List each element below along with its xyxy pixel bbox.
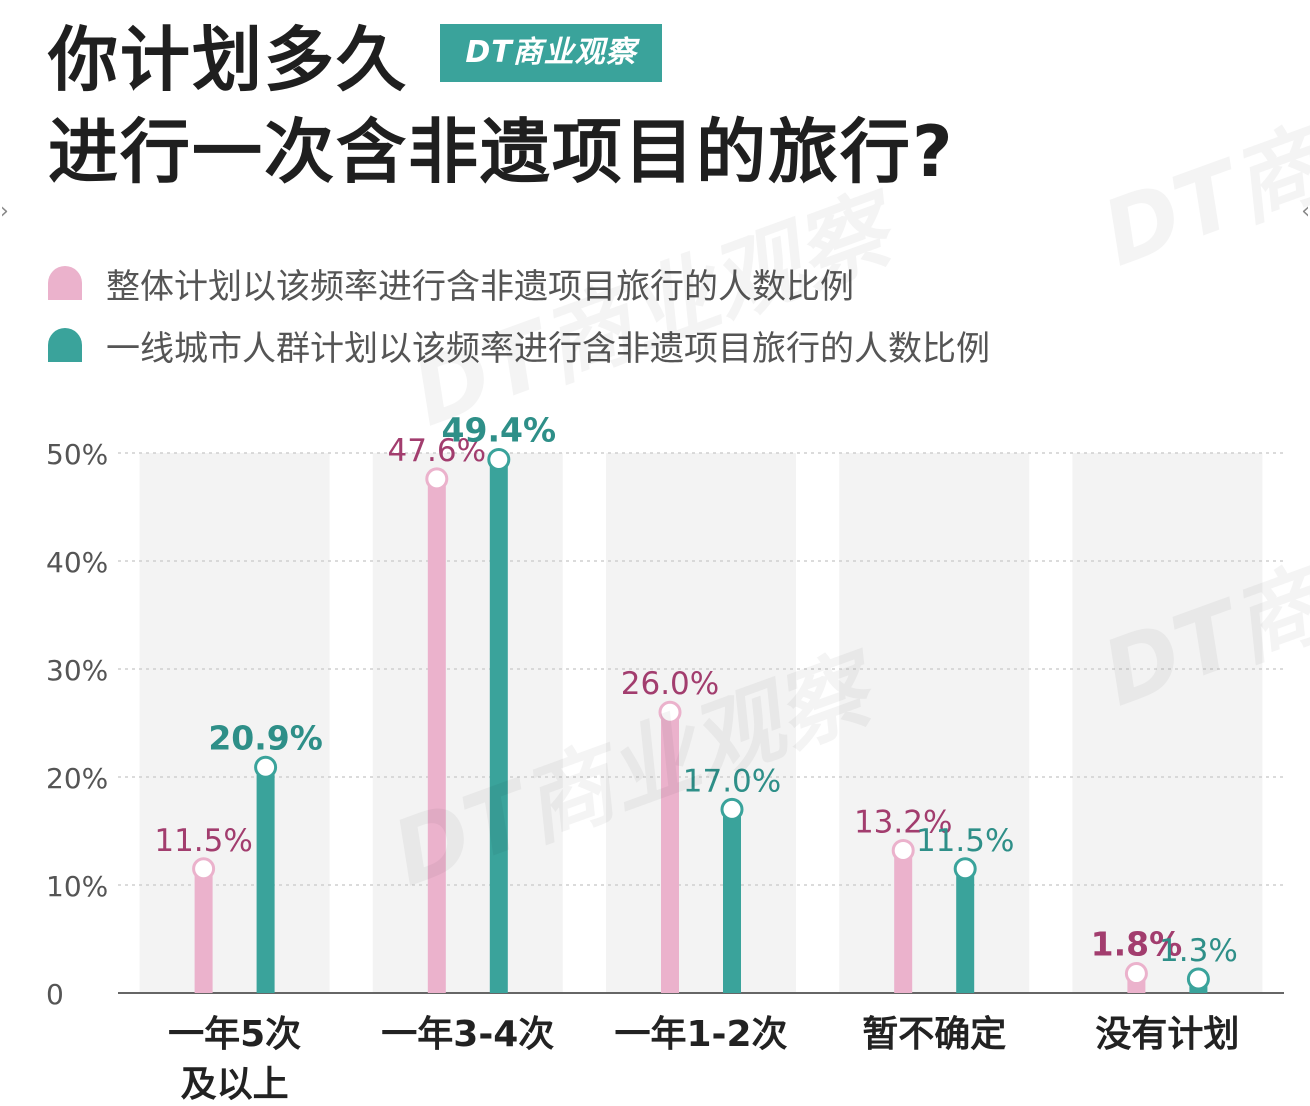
bar-marker: [953, 857, 977, 881]
data-label: 20.9%: [208, 718, 323, 757]
category-band: [372, 453, 563, 993]
data-label: 1.3%: [1159, 933, 1238, 969]
bar: [194, 868, 213, 993]
category-band: [139, 453, 330, 993]
bar: [723, 809, 741, 993]
bar-marker: [1124, 962, 1148, 986]
category-band: [839, 453, 1030, 993]
bar-marker: [1186, 967, 1210, 991]
chart-legend: 整体计划以该频率进行含非遗项目旅行的人数比例 一线城市人群计划以该频率进行含非遗…: [48, 252, 990, 376]
x-category-label: 没有计划: [1095, 1014, 1239, 1055]
title-line-2: 进行一次含非遗项目的旅行?: [48, 111, 955, 193]
data-label: 13.2%: [854, 804, 952, 840]
bar: [956, 868, 975, 993]
x-category-label: 一年3-4次: [381, 1014, 554, 1055]
data-label: 17.0%: [683, 763, 781, 799]
y-tick-label: 50%: [46, 438, 108, 471]
legend-label-overall: 整体计划以该频率进行含非遗项目旅行的人数比例: [106, 266, 854, 307]
y-tick-label: 20%: [46, 762, 108, 795]
chart-title: 你计划多久 进行一次含非遗项目的旅行?: [48, 14, 955, 198]
y-tick-label: 0: [46, 978, 64, 1011]
brand-logo: DT商业观察: [440, 24, 662, 82]
bar: [427, 478, 446, 993]
bar-marker: [254, 755, 278, 779]
data-label: 1.8%: [1091, 925, 1183, 964]
y-tick-label: 40%: [46, 546, 108, 579]
bar: [661, 712, 679, 993]
data-label: 11.5%: [154, 823, 252, 859]
x-category-label: 一年1-2次: [614, 1014, 787, 1055]
data-label: 49.4%: [442, 410, 557, 449]
data-label: 11.5%: [916, 823, 1014, 859]
data-label: 47.6%: [388, 433, 486, 469]
bar: [489, 459, 508, 994]
x-category-label: 及以上: [181, 1064, 289, 1105]
x-category-label: 暂不确定: [862, 1014, 1006, 1055]
legend-item-overall: 整体计划以该频率进行含非遗项目旅行的人数比例: [48, 252, 990, 314]
right-arrow-icon: ‹: [1301, 199, 1310, 224]
x-category-label: 一年5次: [168, 1014, 301, 1055]
data-label: 26.0%: [621, 666, 719, 702]
left-arrow-icon: ›: [0, 199, 9, 224]
y-tick-label: 10%: [46, 870, 108, 903]
legend-label-tier1: 一线城市人群计划以该频率进行含非遗项目旅行的人数比例: [106, 328, 990, 369]
legend-swatch-teal: [48, 328, 82, 362]
bar-marker: [658, 700, 682, 724]
bar: [256, 767, 275, 993]
bar-marker: [891, 838, 915, 862]
legend-item-tier1: 一线城市人群计划以该频率进行含非遗项目旅行的人数比例: [48, 314, 990, 376]
legend-swatch-pink: [48, 266, 82, 300]
bar-marker: [487, 447, 511, 471]
bar-marker: [425, 467, 449, 491]
bar: [894, 850, 913, 993]
bar-marker: [192, 857, 216, 881]
y-tick-label: 30%: [46, 654, 108, 687]
title-line-1: 你计划多久: [48, 19, 408, 101]
category-band: [606, 453, 796, 993]
bar-marker: [720, 797, 744, 821]
category-band: [1072, 453, 1263, 993]
